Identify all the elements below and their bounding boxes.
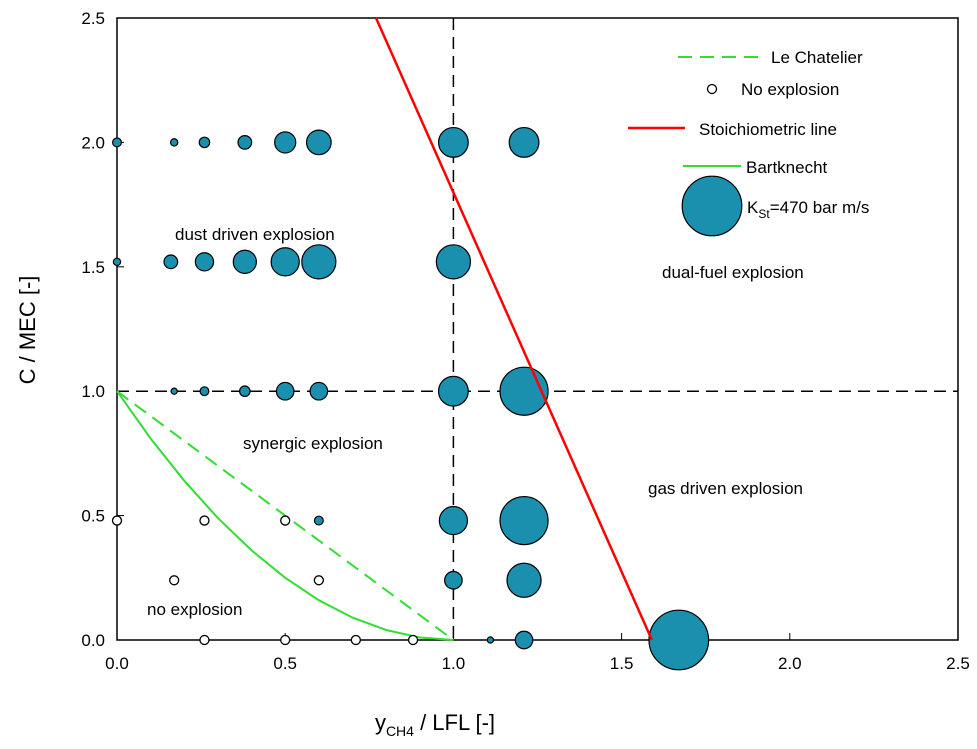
explosion-point [239, 385, 251, 398]
x-axis-label-subscript: CH4 [386, 723, 414, 739]
explosion-point [199, 386, 210, 397]
explosion-point [508, 126, 540, 158]
legend-bartknecht-label: Bartknecht [746, 158, 828, 177]
plot-frame [116, 17, 959, 641]
legend-stoichiometric-label: Stoichiometric line [699, 120, 837, 139]
no-explosion-point [111, 515, 123, 526]
region-label-dust: dust driven explosion [175, 225, 335, 244]
legend: Le Chatelier No explosion Stoichiometric l… [628, 48, 869, 237]
region-label-dual: dual-fuel explosion [662, 263, 804, 282]
legend-kst-swatch [681, 175, 743, 237]
explosion-point [499, 495, 549, 546]
region-label-gas: gas driven explosion [648, 479, 803, 498]
explosion-point [194, 252, 215, 272]
explosion-point [232, 249, 257, 274]
x-axis-label: yCH4 / LFL [-] [375, 710, 495, 739]
y-tick-label: 1.0 [81, 382, 105, 401]
x-tick-label: 0.0 [105, 654, 129, 673]
legend-no-explosion-swatch [706, 83, 718, 95]
bartknecht-curve [116, 390, 454, 641]
explosion-point [506, 562, 542, 598]
explosion-point [170, 387, 178, 395]
no-explosion-point [350, 634, 361, 646]
explosion-point [309, 381, 329, 401]
legend-le-chatelier-label: Le Chatelier [771, 48, 863, 67]
explosion-point [305, 129, 332, 156]
no-explosion-point [169, 575, 180, 586]
x-tick-label: 1.5 [610, 654, 634, 673]
explosion-point [435, 244, 472, 280]
legend-kst-label: KSt=470 bar m/s [747, 198, 869, 221]
x-tick-label: 2.5 [946, 654, 970, 673]
explosion-point [275, 381, 295, 401]
no-explosion-point [407, 634, 419, 646]
region-label-none: no explosion [147, 600, 242, 619]
x-tick-label: 2.0 [778, 654, 802, 673]
no-explosion-point [280, 515, 291, 526]
explosion-point [514, 630, 534, 650]
explosion-point [437, 375, 469, 407]
explosion-point [313, 515, 324, 526]
explosion-point [444, 570, 463, 590]
explosion-point [270, 247, 300, 277]
explosion-point [437, 126, 469, 158]
no-explosion-point [199, 515, 210, 526]
stoichiometric-line [374, 17, 654, 641]
y-tick-label: 1.5 [81, 258, 105, 277]
y-tick-label: 0.0 [81, 631, 105, 650]
x-tick-label: 0.5 [273, 654, 297, 673]
no-explosion-point [280, 634, 291, 646]
y-axis-label: C / MEC [-] [15, 276, 40, 385]
no-explosion-point [199, 634, 210, 646]
y-tick-label: 2.5 [81, 9, 105, 28]
plot-marks: 0.0 0.5 1.0 1.5 2.0 2.5 0.0 0.5 1.0 1.5 2.0 2.5 [81, 9, 969, 673]
explosion-point [648, 609, 710, 671]
explosion-point [169, 138, 179, 147]
explosion-point [486, 636, 495, 644]
explosion-point [163, 254, 179, 270]
y-tick-label: 2.0 [81, 133, 105, 152]
y-tick-label: 0.5 [81, 507, 105, 526]
explosion-point [112, 257, 122, 267]
explosion-point [274, 131, 297, 154]
x-tick-label: 1.0 [442, 654, 466, 673]
explosion-point [301, 244, 337, 280]
region-label-synergic: synergic explosion [243, 434, 383, 453]
explosion-point [237, 134, 253, 150]
explosion-point [438, 505, 469, 536]
no-explosion-point [313, 575, 324, 586]
explosion-point [112, 137, 122, 148]
legend-no-explosion-label: No explosion [741, 80, 839, 99]
explosion-point [198, 136, 211, 149]
